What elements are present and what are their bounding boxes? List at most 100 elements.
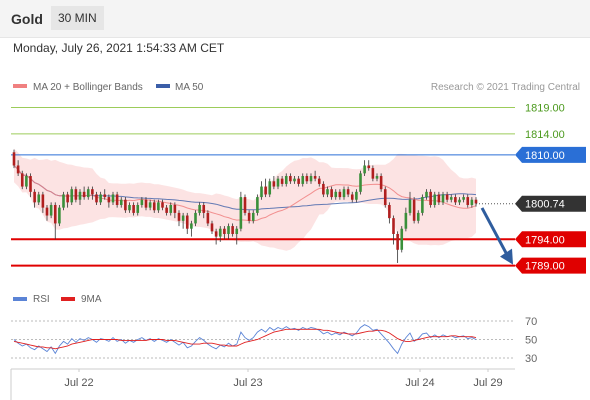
candle-body (33, 191, 36, 203)
candle-body (169, 204, 173, 213)
candle-body (70, 189, 74, 203)
candle (317, 176, 321, 187)
candle-body (25, 176, 28, 187)
candle-body (173, 204, 177, 213)
level-label-text: 1794.00 (525, 234, 565, 246)
candle-body (181, 215, 185, 221)
candle-body (363, 165, 366, 174)
candle-body (235, 228, 239, 234)
candle (53, 202, 57, 240)
candle (173, 202, 177, 219)
candle (466, 194, 470, 208)
candle-body (115, 194, 119, 205)
candle (185, 212, 189, 234)
rsi-level-label: 30 (525, 353, 537, 365)
candle (231, 223, 234, 237)
candle-body (260, 186, 263, 198)
candle (256, 194, 259, 216)
candle-body (157, 202, 160, 211)
candle (359, 170, 362, 195)
candle (350, 191, 354, 203)
ma20-line (13, 165, 477, 222)
candle-body (132, 204, 135, 213)
candle (330, 186, 333, 200)
forecast-arrow-shaft (480, 207, 510, 258)
candle (111, 191, 115, 205)
chart-legend: MA 20 + Bollinger Bands MA 50 Research ©… (13, 82, 580, 93)
candle (309, 173, 313, 184)
copyright-notice: Research © 2021 Trading Central (431, 82, 580, 93)
chart-header: Gold 30 MIN (0, 0, 590, 38)
candle (449, 194, 453, 203)
rsi-legend-label: RSI (33, 294, 50, 305)
rsi-legend-swatch (13, 297, 27, 301)
candle (37, 191, 41, 205)
candle-body (78, 191, 82, 200)
candle (454, 194, 457, 205)
candle-body (441, 194, 445, 203)
candle-body (408, 199, 412, 213)
candle-body (148, 202, 152, 208)
candle-body (458, 199, 461, 203)
candle (276, 176, 280, 190)
candle-body (107, 197, 111, 203)
candle-body (66, 194, 69, 203)
current-price-label: 1800.74 (515, 195, 586, 212)
candle (16, 160, 20, 177)
candle-body (239, 197, 243, 229)
candle (396, 231, 399, 263)
candle (66, 191, 69, 208)
candle (115, 191, 119, 208)
candle-body (338, 191, 342, 198)
candle-body (272, 181, 276, 187)
candle (29, 173, 32, 198)
candle-body (37, 194, 41, 203)
candle-body (144, 199, 148, 208)
candle (412, 197, 416, 224)
rsi-ma-legend-label: 9MA (81, 294, 102, 305)
candle (243, 194, 247, 216)
candle (152, 199, 156, 213)
candle (12, 149, 16, 169)
candle-body (16, 165, 20, 174)
candle (45, 204, 49, 221)
level-label: 1789.00 (515, 257, 586, 274)
candle-body (293, 178, 296, 182)
candle-body (136, 204, 140, 213)
candle-body (297, 178, 300, 184)
candle (433, 191, 437, 208)
ma20-legend-label: MA 20 + Bollinger Bands (33, 82, 143, 93)
candle (421, 194, 424, 216)
candle (74, 186, 78, 203)
candle-body (29, 176, 32, 192)
candle-body (214, 231, 218, 237)
level-label-text: 1814.00 (525, 129, 565, 141)
timeframe-tab[interactable]: 30 MIN (51, 6, 104, 30)
candle (313, 170, 317, 182)
level-lines (11, 107, 515, 267)
candle-body (437, 194, 441, 203)
candle-body (313, 176, 317, 179)
candle-body (379, 176, 383, 190)
candle (99, 191, 102, 205)
x-axis-label: Jul 24 (405, 377, 434, 389)
candle-body (111, 194, 115, 203)
current-price-bg (515, 195, 586, 212)
candle-body (41, 194, 45, 208)
candle-body (400, 228, 404, 250)
candle (437, 191, 441, 205)
candle (470, 197, 474, 208)
candle (355, 189, 358, 203)
candle-body (152, 202, 156, 211)
ma50-legend-swatch (156, 84, 170, 88)
candle-body (276, 178, 280, 187)
candle (157, 199, 160, 213)
forecast-arrow-head (500, 248, 513, 265)
candle (177, 210, 181, 227)
candle (293, 176, 296, 184)
level-label: 1810.00 (515, 146, 586, 163)
candle (289, 173, 292, 184)
level-label: 1814.00 (525, 129, 565, 141)
candle-body (103, 194, 107, 198)
